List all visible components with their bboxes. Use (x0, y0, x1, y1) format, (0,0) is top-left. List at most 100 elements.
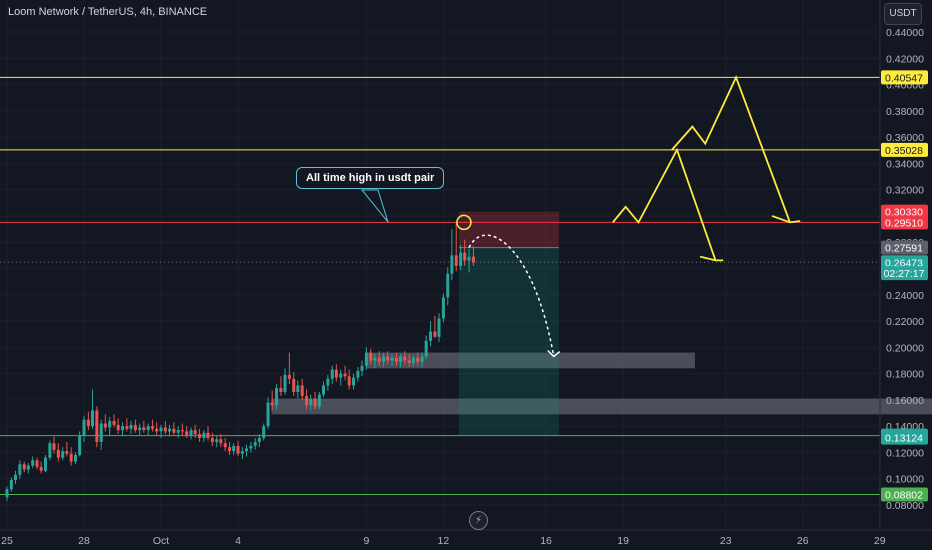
candle-body (185, 431, 189, 436)
y-tick-label: 0.42000 (886, 53, 924, 65)
x-tick-label: 28 (78, 535, 90, 547)
candle-body (155, 428, 159, 432)
x-tick-label: 26 (797, 535, 809, 547)
currency-unit-button[interactable]: USDT (884, 3, 922, 25)
price-label-bg (881, 430, 928, 445)
candle-body (13, 474, 17, 481)
candle-body (390, 357, 394, 361)
candlesticks (5, 222, 475, 502)
price-label: 02:27:17 (881, 266, 928, 281)
candle-body (5, 489, 9, 498)
support-zone (271, 398, 932, 415)
price-label-bg (881, 266, 928, 281)
price-label-bg (881, 142, 928, 157)
candle-body (18, 464, 22, 475)
price-label-bg (881, 255, 928, 270)
y-tick-label: 0.34000 (886, 158, 924, 170)
candle-body (450, 255, 454, 274)
price-label-text: 0.29510 (885, 217, 923, 229)
y-tick-label: 0.20000 (886, 342, 924, 354)
candle-body (39, 466, 43, 471)
price-label: 0.35028 (881, 142, 928, 157)
candle-body (463, 252, 467, 261)
price-label-bg (881, 204, 928, 219)
y-tick-label: 0.12000 (886, 447, 924, 459)
lightning-icon[interactable]: ⚡ (469, 511, 488, 530)
projection-drawings[interactable] (360, 75, 801, 358)
stop-loss-zone (458, 211, 559, 248)
candle-body (360, 365, 364, 371)
candle-body (446, 273, 450, 298)
candle-body (424, 340, 428, 357)
candle-body (454, 255, 458, 266)
candle-body (334, 369, 338, 378)
price-label: 0.27591 (881, 240, 928, 255)
candle-body (198, 434, 202, 438)
y-tick-label: 0.24000 (886, 290, 924, 302)
candle-body (283, 374, 287, 393)
candle-body (352, 377, 356, 386)
candle-body (249, 445, 253, 449)
short-position-box[interactable] (458, 211, 559, 436)
candle-body (202, 432, 206, 438)
horizontal-levels[interactable] (0, 76, 880, 495)
candle-body (176, 430, 180, 433)
candle-body (82, 419, 86, 436)
dashed-arrowhead (547, 350, 561, 358)
candle-body (253, 441, 257, 446)
ath-callout-label[interactable]: All time high in usdt pair (296, 167, 445, 189)
candle-body (116, 424, 120, 431)
y-tick-label: 0.18000 (886, 369, 924, 381)
candle-body (163, 427, 167, 432)
candle-body (394, 357, 398, 362)
candle-body (44, 457, 48, 471)
candle-body (433, 331, 437, 337)
ath-marker-circle (456, 214, 472, 231)
price-label-text: 02:27:17 (884, 268, 925, 280)
candle-body (9, 480, 13, 490)
candle-body (373, 357, 377, 361)
candle-body (90, 410, 94, 427)
candle-body (437, 318, 441, 337)
x-tick-label: 23 (720, 535, 732, 547)
candle-body (287, 374, 291, 379)
candle-body (292, 378, 296, 393)
candle-body (232, 445, 236, 452)
candle-body (138, 427, 142, 431)
candle-body (35, 460, 39, 467)
price-label: 0.13124 (881, 430, 928, 445)
support-zone (366, 352, 695, 369)
x-tick-label: 9 (363, 535, 369, 547)
candle-body (356, 370, 360, 378)
price-label-bg (881, 70, 928, 85)
candle-body (377, 357, 381, 362)
projection-arrowhead (699, 255, 724, 262)
candle-body (172, 428, 176, 433)
candle-body (223, 443, 227, 448)
candle-body (399, 356, 403, 362)
candle-body (159, 427, 163, 432)
x-tick-label: 12 (438, 535, 450, 547)
y-tick-label: 0.08000 (886, 500, 924, 512)
candle-body (142, 427, 146, 431)
candle-body (180, 430, 184, 432)
price-label-text: 0.35028 (885, 145, 923, 157)
candle-body (26, 465, 30, 470)
candle-body (219, 439, 223, 444)
candle-body (403, 356, 407, 361)
candle-body (429, 331, 433, 341)
candle-body (339, 373, 343, 378)
x-tick-label: 25 (1, 535, 13, 547)
price-label-text: 0.08802 (885, 489, 923, 501)
candle-body (206, 432, 210, 438)
candle-body (322, 385, 326, 395)
price-label-text: 0.27591 (885, 243, 923, 255)
candle-body (411, 357, 415, 364)
candle-body (330, 369, 334, 379)
projection-arrowhead (771, 215, 801, 224)
y-tick-label: 0.38000 (886, 106, 924, 118)
candle-body (364, 352, 368, 366)
chart-title: Loom Network / TetherUS, 4h, BINANCE (8, 6, 208, 18)
x-tick-label: Oct (153, 535, 169, 547)
